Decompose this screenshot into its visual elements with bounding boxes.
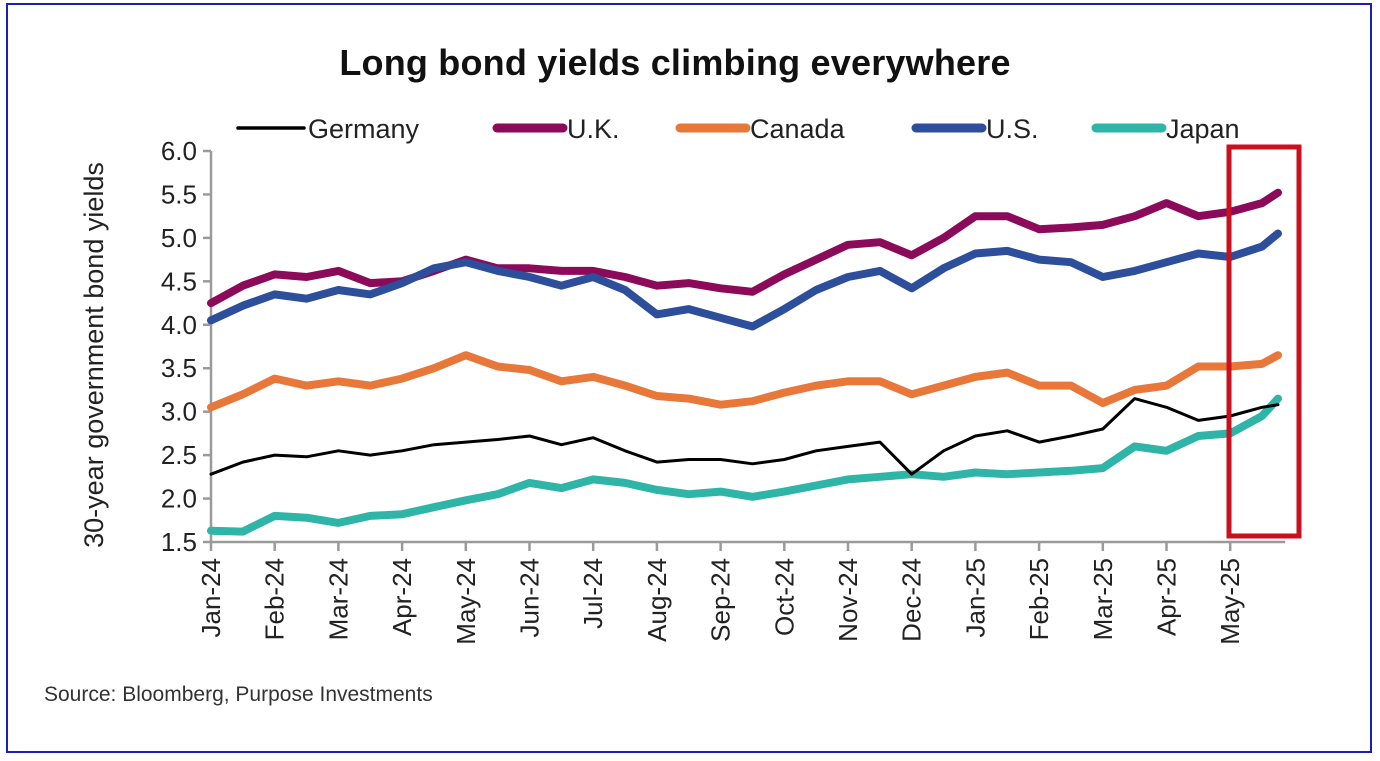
y-tick-label: 2.5 [161, 440, 197, 470]
legend-item: Germany [236, 114, 420, 144]
x-tick-label: Oct-24 [769, 558, 799, 636]
x-tick-label: May-25 [1215, 558, 1245, 645]
y-axis-label: 30-year government bond yields [79, 162, 109, 548]
x-tick-label: Jan-25 [960, 558, 990, 638]
series-line-us [207, 229, 1282, 331]
series-line-germany [209, 397, 1280, 476]
x-tick-label: Mar-24 [323, 558, 353, 640]
legend: Germany U.K. Canada U.S. Japan [236, 114, 1240, 144]
series-line-canada [207, 351, 1282, 412]
series-line-japan [207, 394, 1282, 536]
legend-item: U.K. [492, 114, 620, 144]
x-tick-label: Sep-24 [706, 558, 736, 642]
x-tick-label: Aug-24 [642, 558, 672, 642]
chart-title: Long bond yields climbing everywhere [339, 42, 1011, 83]
x-tick-label: May-24 [451, 558, 481, 645]
legend-item: Japan [1091, 114, 1240, 144]
highlight-box [1226, 144, 1302, 539]
y-tick-label: 5.0 [161, 223, 197, 253]
legend-label: Japan [1166, 114, 1240, 144]
x-tick-label: Mar-25 [1088, 558, 1118, 640]
y-tick-label: 4.5 [161, 266, 197, 296]
x-tick-label: Jul-24 [578, 558, 608, 629]
x-tick-label: Jun-24 [515, 558, 545, 638]
y-tick-label: 4.0 [161, 310, 197, 340]
x-tick-label: Apr-25 [1152, 558, 1182, 636]
y-tick-label: 3.0 [161, 397, 197, 427]
source-note: Source: Bloomberg, Purpose Investments [44, 683, 433, 706]
y-tick-label: 2.0 [161, 484, 197, 514]
x-tick-label: Feb-25 [1024, 558, 1054, 640]
series-line-uk [207, 188, 1282, 308]
series-lines [207, 188, 1282, 536]
legend-label: Canada [750, 114, 846, 144]
y-tick-label: 3.5 [161, 353, 197, 383]
x-tick-label: Jan-24 [196, 558, 226, 638]
legend-item: Canada [675, 114, 846, 144]
y-tick-label: 5.5 [161, 179, 197, 209]
x-tick-label: Apr-24 [387, 558, 417, 636]
x-tick-label: Dec-24 [897, 558, 927, 642]
y-tick-label: 6.0 [161, 136, 197, 166]
legend-label: U.S. [986, 114, 1039, 144]
x-tick-label: Nov-24 [833, 558, 863, 642]
x-tick-label: Feb-24 [260, 558, 290, 640]
y-tick-label: 1.5 [161, 527, 197, 557]
legend-item: U.S. [911, 114, 1039, 144]
legend-label: Germany [308, 114, 420, 144]
legend-label: U.K. [567, 114, 620, 144]
